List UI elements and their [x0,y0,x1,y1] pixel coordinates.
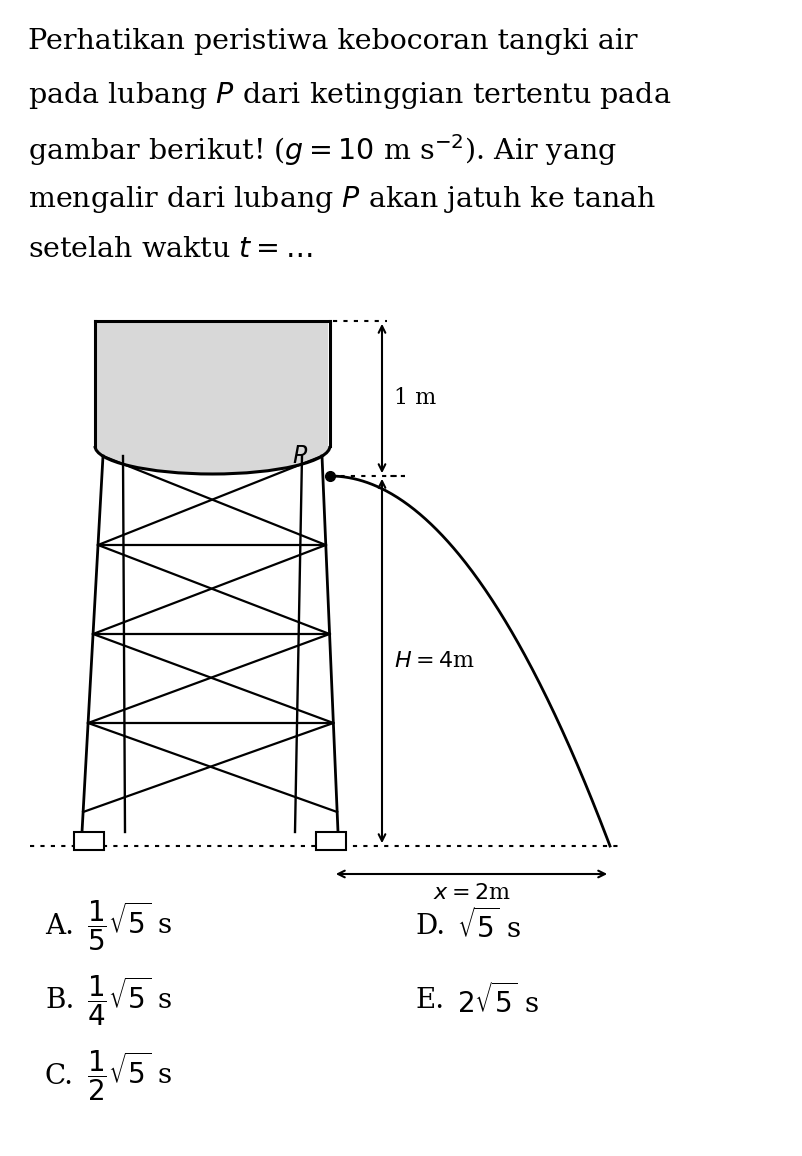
Bar [74,832,104,850]
Polygon shape [95,446,330,474]
Text: 1 m: 1 m [394,387,436,409]
Bar [316,832,346,850]
Text: E.: E. [415,987,444,1015]
Text: $P$: $P$ [292,445,308,468]
Text: setelah waktu $t = \ldots$: setelah waktu $t = \ldots$ [28,236,312,264]
Text: $\dfrac{1}{2}\sqrt{5}$ s: $\dfrac{1}{2}\sqrt{5}$ s [87,1048,172,1103]
Text: pada lubang $P$ dari ketinggian tertentu pada: pada lubang $P$ dari ketinggian tertentu… [28,80,671,111]
Text: $H = 4$m: $H = 4$m [394,650,475,672]
Text: $\sqrt{5}$ s: $\sqrt{5}$ s [457,909,521,944]
Text: $\dfrac{1}{5}\sqrt{5}$ s: $\dfrac{1}{5}\sqrt{5}$ s [87,898,172,954]
Text: $\dfrac{1}{4}\sqrt{5}$ s: $\dfrac{1}{4}\sqrt{5}$ s [87,973,172,1029]
Text: gambar berikut! ($g = 10$ m s$^{-2}$). Air yang: gambar berikut! ($g = 10$ m s$^{-2}$). A… [28,132,617,168]
Text: A.: A. [45,912,74,940]
Text: C.: C. [45,1062,74,1089]
Text: Perhatikan peristiwa kebocoran tangki air: Perhatikan peristiwa kebocoran tangki ai… [28,28,638,55]
Text: mengalir dari lubang $P$ akan jatuh ke tanah: mengalir dari lubang $P$ akan jatuh ke t… [28,184,656,215]
Polygon shape [97,323,328,446]
Text: B.: B. [45,987,75,1015]
Text: $2\sqrt{5}$ s: $2\sqrt{5}$ s [457,983,539,1018]
Text: D.: D. [415,912,445,940]
Text: $x = 2$m: $x = 2$m [433,882,510,904]
